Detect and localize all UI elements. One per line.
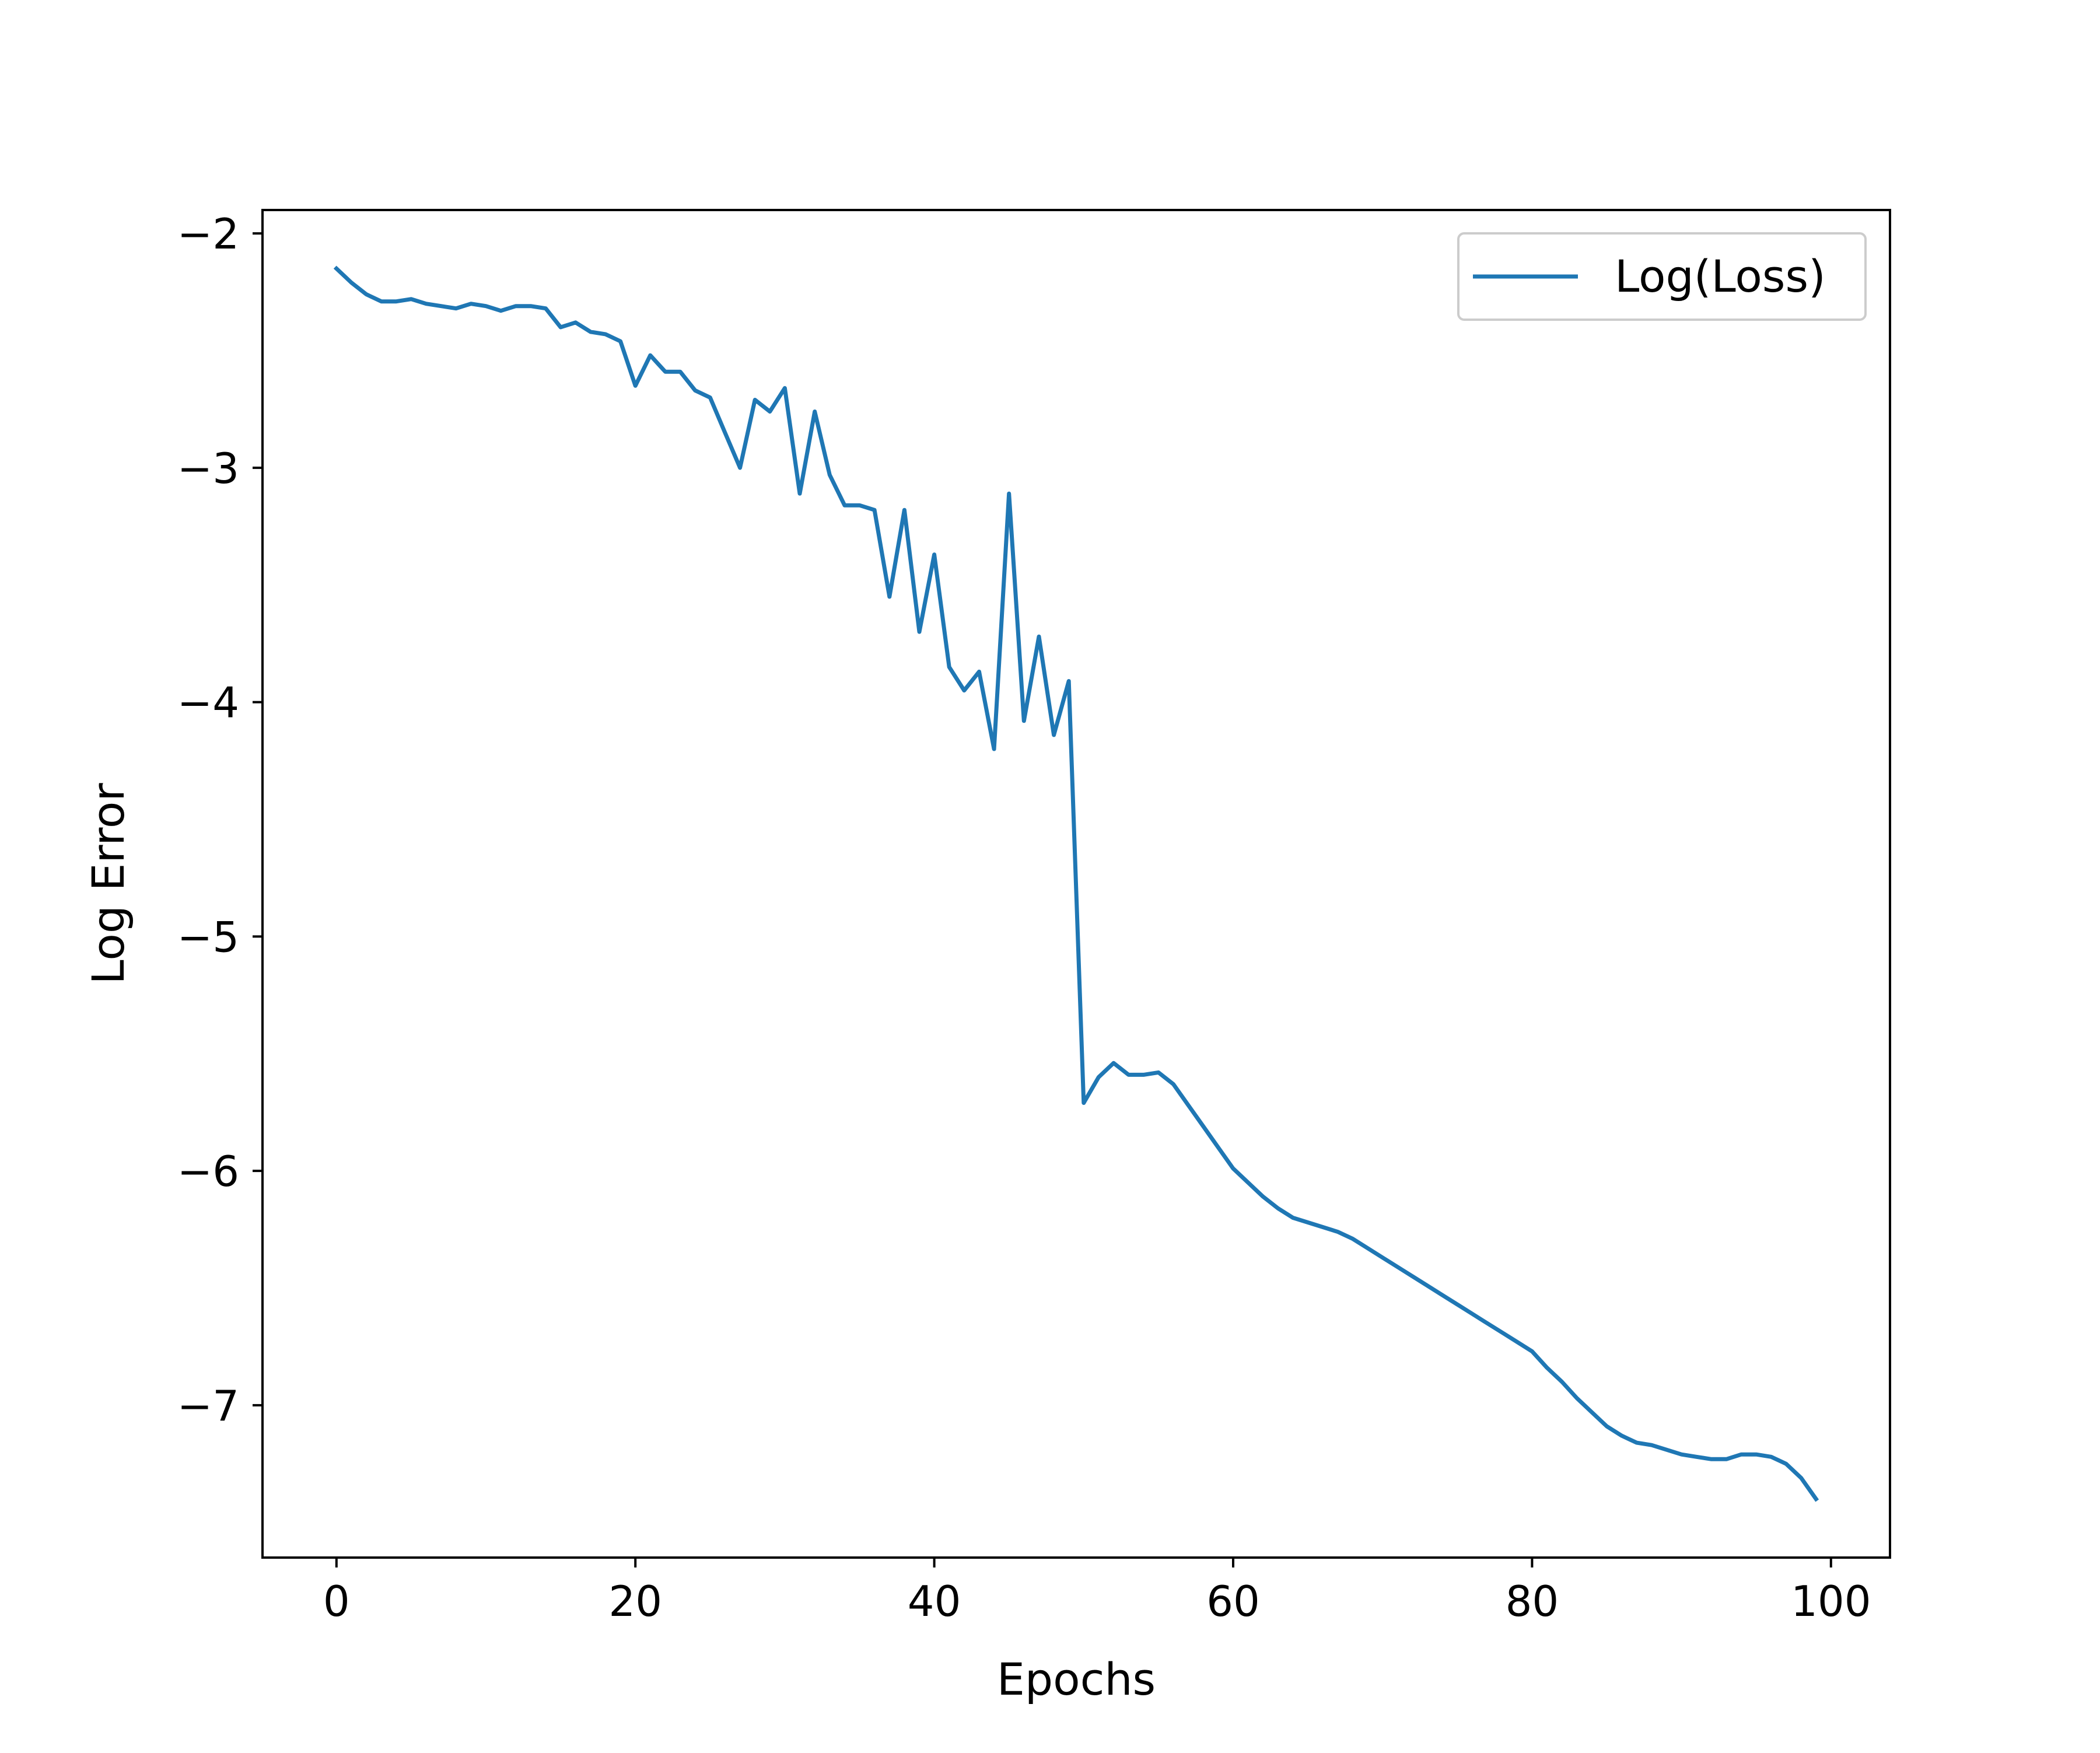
x-axis-label: Epochs: [997, 1653, 1156, 1705]
x-tick-label: 20: [608, 1577, 662, 1626]
plot-frame: [261, 209, 1891, 1559]
x-tick-label: 40: [908, 1577, 961, 1626]
y-tick-label: −3: [177, 444, 239, 493]
x-tick-label: 0: [323, 1577, 350, 1626]
x-tick-label: 80: [1506, 1577, 1559, 1626]
series-layer: [333, 265, 1819, 1502]
y-tick-label: −5: [177, 912, 239, 961]
y-axis-label: Log Error: [82, 783, 134, 985]
x-axis-ticks: 0 20 40 60 80 100: [323, 1558, 1871, 1626]
legend-label-log-loss: Log(Loss): [1615, 250, 1826, 302]
series-line-0: [333, 265, 1819, 1502]
y-tick-label: −4: [177, 678, 239, 727]
y-tick-label: −7: [177, 1381, 239, 1430]
x-tick-label: 60: [1206, 1577, 1260, 1626]
y-tick-label: −6: [177, 1147, 239, 1196]
y-tick-label: −2: [177, 209, 239, 258]
x-tick-label: 100: [1791, 1577, 1871, 1626]
legend: Log(Loss): [1457, 232, 1867, 321]
y-axis-ticks: −2 −3 −4 −5 −6 −7: [177, 209, 262, 1430]
legend-box: [1457, 232, 1867, 321]
